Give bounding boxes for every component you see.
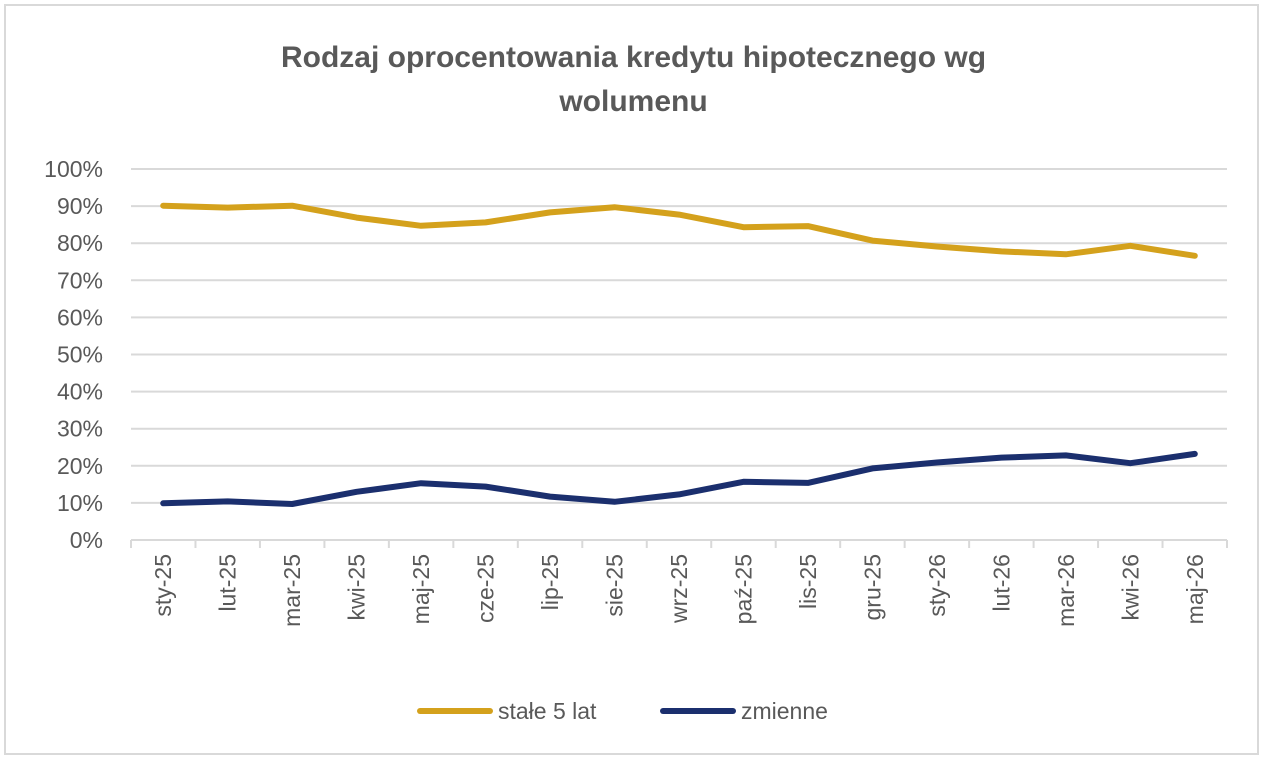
x-tick-label: lut-26 (988, 554, 1014, 612)
chart-title-line-1: Rodzaj oprocentowania kredytu hipoteczne… (280, 41, 987, 74)
series-line (160, 202, 1198, 259)
x-tick-label: gru-25 (859, 554, 885, 620)
series-line (160, 450, 1198, 507)
x-tick-label: sty-25 (150, 554, 176, 617)
x-tick-label: lut-25 (215, 554, 241, 612)
chart-frame (4, 4, 1259, 755)
x-tick-label: kwi-25 (344, 554, 370, 620)
y-tick-label: 70% (57, 267, 103, 293)
y-tick-label: 60% (57, 304, 103, 330)
x-tick-label: sie-25 (602, 554, 628, 617)
x-tick-label: lis-25 (795, 554, 821, 609)
x-tick-label: mar-25 (279, 554, 305, 627)
y-tick-label: 100% (44, 156, 103, 182)
x-tick-label: paź-25 (730, 554, 756, 624)
x-tick-label: maj-26 (1182, 554, 1208, 624)
legend-label: zmienne (741, 698, 828, 724)
y-tick-label: 0% (70, 527, 103, 553)
legend-label: stałe 5 lat (498, 698, 597, 724)
x-tick-label: lip-25 (537, 554, 563, 610)
y-tick-label: 40% (57, 379, 103, 405)
x-tick-label: maj-25 (408, 554, 434, 624)
x-tick-label: wrz-25 (666, 554, 692, 624)
x-tick-label: sty-26 (924, 554, 950, 617)
y-tick-label: 30% (57, 416, 103, 442)
y-tick-label: 80% (57, 230, 103, 256)
chart-title-line-2: wolumenu (559, 85, 708, 118)
y-tick-label: 20% (57, 453, 103, 479)
x-tick-label: mar-26 (1053, 554, 1079, 627)
y-tick-label: 90% (57, 193, 103, 219)
y-tick-label: 50% (57, 342, 103, 368)
chart-title: Rodzaj oprocentowania kredytu hipoteczne… (0, 36, 1267, 124)
x-tick-label: kwi-26 (1117, 554, 1143, 620)
x-tick-label: cze-25 (473, 554, 499, 623)
y-tick-label: 10% (57, 490, 103, 516)
